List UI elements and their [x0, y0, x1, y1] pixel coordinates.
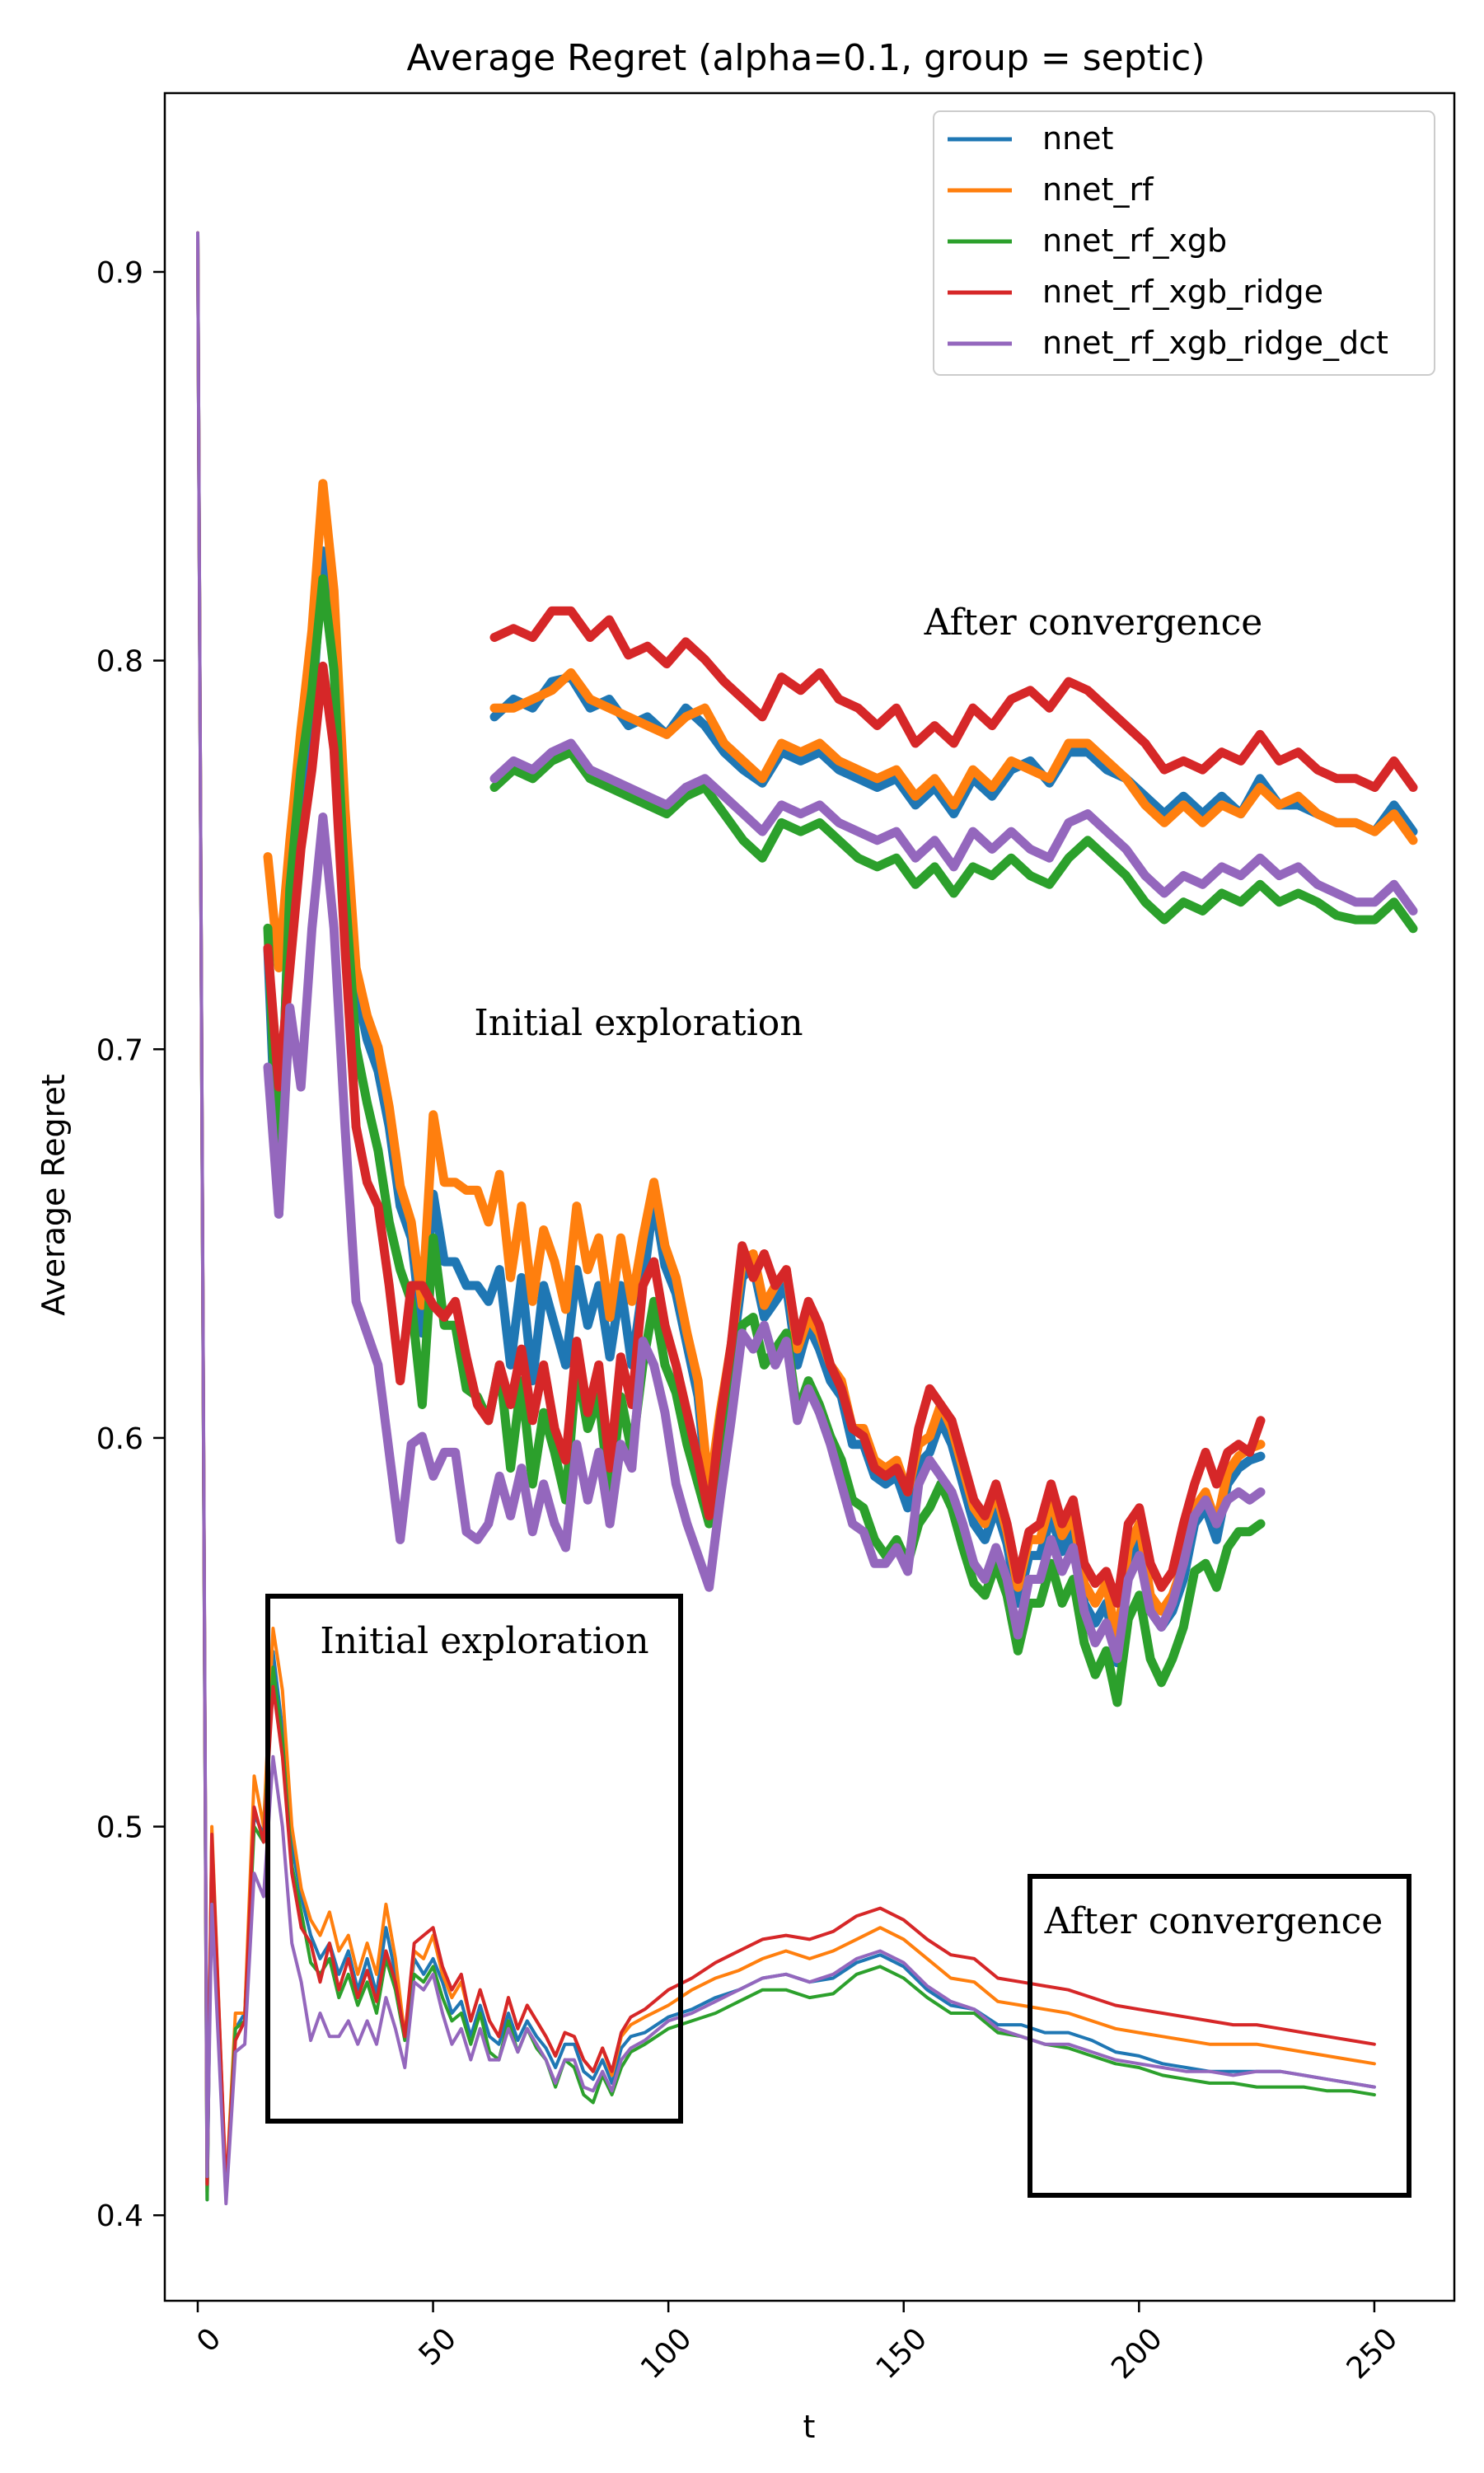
legend-label: nnet_rf — [1042, 171, 1154, 208]
legend-frame — [933, 110, 1435, 376]
legend-label: nnet_rf_xgb — [1042, 222, 1227, 259]
plot-frame — [163, 91, 1456, 2302]
inset-initial-line-nnet-rf-xgb-ridge — [263, 661, 1266, 1608]
legend-label: nnet_rf_xgb_ridge_dct — [1042, 325, 1388, 361]
legend-entry-nnet: nnet — [948, 120, 1113, 157]
y-tick-label: 0.5 — [96, 1811, 143, 1845]
inset-converged-line-nnet — [489, 672, 1418, 836]
legend-label: nnet — [1042, 120, 1113, 157]
legend-entry-nnet-rf-xgb: nnet_rf_xgb — [948, 222, 1227, 259]
y-tick-label: 0.9 — [96, 256, 143, 290]
series-line-nnet-rf-xgb-ridge — [196, 231, 1376, 2190]
y-axis-title: Average Regret — [35, 1074, 72, 1315]
y-tick-label: 0.7 — [96, 1033, 143, 1067]
inset-box-initial-exploration — [265, 1594, 683, 2124]
inset-box-after-convergence — [1028, 1874, 1411, 2198]
y-tick-label: 0.6 — [96, 1422, 143, 1456]
annotation-initial-exploration-upper: Initial exploration — [474, 1002, 803, 1044]
chart-title: Average Regret (alpha=0.1, group = septi… — [406, 37, 1205, 79]
legend: nnet nnet_rf nnet_rf_xgb nnet_rf_xgb_rid… — [933, 110, 1435, 376]
inset-initial-line-nnet-rf — [263, 479, 1266, 1648]
inset-converged-line-nnet-rf-xgb-ridge — [489, 606, 1418, 792]
annotation-after-convergence-upper: After convergence — [924, 602, 1263, 644]
inset-initial-line-nnet-rf-xgb-ridge-dct — [263, 813, 1266, 1664]
y-axis: 0.4 0.5 0.6 0.7 0.8 0.9 — [96, 256, 165, 2233]
series-layer — [196, 231, 1418, 2206]
annotation-after-convergence-lower: After convergence — [1044, 1900, 1383, 1942]
legend-entry-nnet-rf-xgb-ridge-dct: nnet_rf_xgb_ridge_dct — [948, 325, 1388, 361]
inset-converged-line-nnet-rf-xgb-ridge-dct — [489, 738, 1418, 916]
series-line-nnet-rf-xgb-ridge-dct — [196, 231, 1376, 2206]
inset-converged-line-nnet-rf — [489, 667, 1418, 845]
inset-initial-line-nnet — [263, 546, 1266, 1668]
y-tick-label: 0.4 — [96, 2199, 143, 2233]
y-tick-label: 0.8 — [96, 645, 143, 679]
inset-initial-line-nnet-rf-xgb — [263, 574, 1266, 1707]
series-line-nnet — [196, 231, 1376, 2202]
legend-entry-nnet-rf: nnet_rf — [948, 171, 1154, 208]
legend-entry-nnet-rf-xgb-ridge: nnet_rf_xgb_ridge — [948, 274, 1323, 310]
annotation-initial-exploration-lower: Initial exploration — [320, 1620, 648, 1662]
legend-label: nnet_rf_xgb_ridge — [1042, 274, 1323, 310]
x-axis-title: t — [803, 2409, 816, 2445]
inset-converged-line-nnet-rf-xgb — [489, 747, 1418, 934]
